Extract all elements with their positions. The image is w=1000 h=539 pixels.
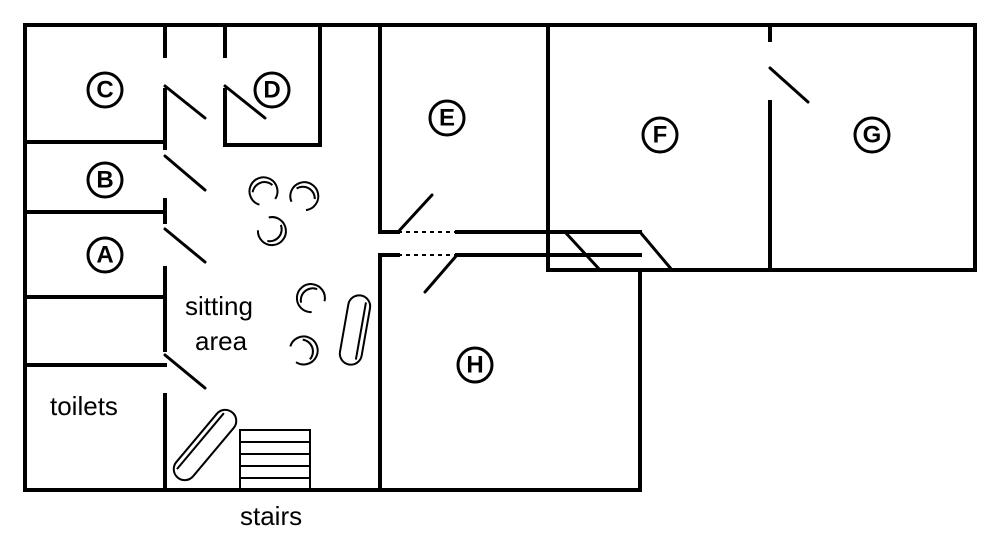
room-letter-A: A — [96, 242, 113, 269]
room-letter-E: E — [439, 105, 455, 132]
chair-icon — [288, 333, 321, 368]
door-door-c — [165, 86, 205, 118]
room-letter-D: D — [263, 77, 280, 104]
room-label-H: H — [458, 348, 492, 382]
room-label-B: B — [88, 163, 122, 197]
chair-icon — [287, 177, 324, 213]
chair-icon — [291, 278, 329, 315]
room-label-C: C — [88, 73, 122, 107]
label-sitting: sitting — [185, 291, 253, 321]
room-label-E: E — [430, 101, 464, 135]
outer-wall — [25, 25, 975, 490]
door-door-h-in — [425, 255, 457, 292]
door-door-e-out — [398, 195, 432, 232]
room-label-G: G — [855, 118, 889, 152]
room-letter-H: H — [466, 352, 483, 379]
room-label-D: D — [255, 73, 289, 107]
room-letter-F: F — [653, 122, 668, 149]
floorplan: A B C D E F G Htoilets sitting area stairs — [0, 0, 1000, 539]
door-door-b — [165, 156, 205, 190]
label-area: area — [195, 326, 248, 356]
chair-icon — [246, 173, 281, 206]
sofa-icon — [169, 405, 240, 484]
label-toilets: toilets — [50, 391, 118, 421]
door-door-g — [770, 68, 808, 102]
room-label-A: A — [88, 238, 122, 272]
chair-icon — [254, 213, 291, 251]
room-label-F: F — [643, 118, 677, 152]
label-stairs: stairs — [240, 501, 302, 531]
room-letter-C: C — [96, 77, 113, 104]
room-letter-B: B — [96, 167, 113, 194]
door-door-f-right — [640, 232, 672, 270]
door-door-a — [165, 229, 205, 262]
door-door-f-left — [565, 232, 600, 270]
stairs-outline — [240, 430, 310, 490]
room-letter-G: G — [863, 122, 882, 149]
sofa-icon — [338, 294, 372, 367]
door-door-atoilet — [165, 355, 205, 388]
